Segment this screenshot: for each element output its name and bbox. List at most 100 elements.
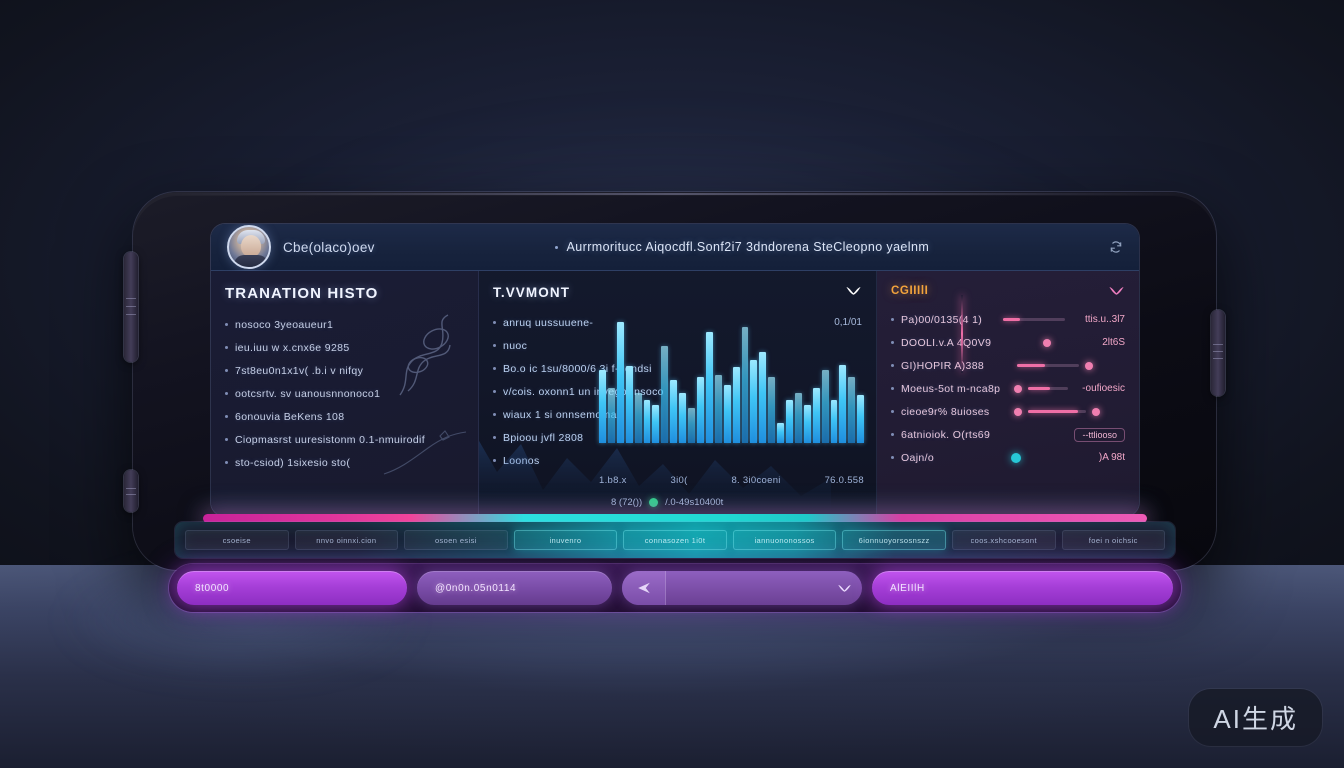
bar-chart-bar[interactable] [607, 387, 615, 443]
device-volume-button[interactable] [124, 252, 138, 362]
paper-plane-icon[interactable] [622, 571, 666, 605]
knob-control[interactable] [1042, 338, 1051, 347]
list-item[interactable]: 6atnioiok. O(rts69 --ttliooso [891, 423, 1125, 446]
button-group-dropdown[interactable] [622, 571, 862, 605]
bar-chart[interactable] [599, 317, 865, 443]
bar-chart-bar[interactable] [696, 377, 704, 443]
bar-chart-bar[interactable] [732, 367, 740, 443]
bar-chart-bar[interactable] [821, 369, 829, 443]
list-item[interactable]: Bpioou jvfl 2808 [493, 426, 862, 449]
data-cell-label: csoeise [222, 535, 251, 545]
list-item[interactable]: 7st8eu0n1x1v( .b.i v nifqy [225, 359, 464, 382]
sync-icon[interactable] [1109, 240, 1123, 254]
list-item[interactable]: GI)HOPIR A)388 [891, 354, 1125, 377]
bar-chart-bar[interactable] [857, 395, 865, 443]
data-cell[interactable]: 6ionnuoyorsosnszz [842, 530, 946, 550]
bar-chart-bar[interactable] [599, 369, 606, 443]
list-item[interactable]: sto-csiod) 1sixesio sto( [225, 451, 464, 474]
data-cell[interactable]: csoeise [185, 530, 289, 550]
bar-chart-bar[interactable] [768, 377, 776, 443]
list-item[interactable]: ieu.iuu w x.cnx6e 9285 [225, 336, 464, 359]
list-item[interactable]: DOOLI.v.A 4Q0V9 2lt6S [891, 331, 1125, 354]
bar-chart-bar[interactable] [848, 377, 856, 443]
list-item[interactable]: Oajn/o )A 98t [891, 446, 1125, 469]
bar-chart-bar[interactable] [786, 400, 793, 443]
bullet-icon [891, 410, 894, 413]
bar-chart-bar[interactable] [661, 345, 669, 443]
list-item[interactable]: Bo.o ic 1su/8000/6 3i f-dondsi [493, 357, 862, 380]
bar-chart-bar[interactable] [794, 392, 802, 443]
bar-chart-bar[interactable] [750, 359, 758, 443]
bar-chart-bar[interactable] [625, 366, 633, 443]
data-cell[interactable]: inuvenro [513, 530, 618, 550]
bar-chart-bar[interactable] [616, 322, 624, 443]
knob-icon[interactable] [1014, 384, 1023, 393]
bullet-icon [493, 344, 496, 347]
list-item[interactable]: nuoc [493, 334, 862, 357]
bar-chart-bar[interactable] [652, 405, 660, 443]
knob-icon[interactable] [1042, 338, 1051, 347]
bar-chart-bar[interactable] [812, 387, 820, 443]
bar-chart-bar[interactable] [723, 385, 731, 443]
secondary-button[interactable]: @0n0n.05n0114 [417, 571, 612, 605]
avatar[interactable] [227, 225, 271, 269]
chip-control[interactable]: --ttliooso [1074, 427, 1125, 442]
slider-knob-right[interactable] [1092, 407, 1101, 416]
data-cell[interactable]: foei n oichsic [1061, 530, 1166, 550]
slider-control[interactable] [1016, 361, 1093, 370]
data-cell[interactable]: iannuononossos [732, 530, 837, 550]
bar-chart-bar[interactable] [679, 392, 687, 443]
bar-chart-bar[interactable] [777, 422, 785, 443]
bar-chart-bar[interactable] [803, 405, 811, 443]
bar-chart-bar[interactable] [634, 392, 642, 443]
slider-track[interactable] [1028, 387, 1069, 390]
slider-knob[interactable] [1084, 361, 1093, 370]
bullet-icon [493, 321, 496, 324]
primary-right-button[interactable]: AlEIIlH [872, 571, 1173, 605]
bullet-icon [891, 341, 894, 344]
bar-chart-bar[interactable] [688, 407, 695, 443]
axis-tick-label: 76.0.558 [824, 475, 864, 486]
primary-right-button-label: AlEIIlH [890, 582, 925, 594]
device-power-button[interactable] [124, 470, 138, 512]
bar-chart-bar[interactable] [643, 400, 651, 443]
list-item[interactable]: anruq uussuuene- [493, 311, 862, 334]
bar-chart-bar[interactable] [705, 332, 713, 443]
list-item[interactable]: 6onouvia BeKens 108 [225, 405, 464, 428]
list-item[interactable]: ootcsrtv. sv uanousnnonoco1 [225, 382, 464, 405]
toggle-control[interactable] [1011, 452, 1022, 463]
data-cell[interactable]: connasozen 1i0t [623, 530, 727, 550]
bar-chart-bar[interactable] [830, 400, 838, 443]
chevron-down-icon[interactable] [845, 285, 862, 296]
list-item[interactable]: Pa)00/0135(4 1) ttis.u..3l7 [891, 308, 1125, 331]
list-item[interactable]: Moeus-5ot m-nca8p -oufioesic [891, 377, 1125, 400]
chart-top-value: 0,1/01 [834, 317, 862, 328]
primary-left-button[interactable]: 8t0000 [177, 571, 407, 605]
slider-control[interactable] [1002, 318, 1065, 321]
data-cell[interactable]: nnvo oinnxi.cion [294, 530, 399, 550]
bar-chart-bar[interactable] [714, 374, 722, 443]
bar-chart-bar[interactable] [741, 327, 749, 443]
chevron-down-icon[interactable] [826, 583, 862, 593]
data-cell-bar[interactable]: csoeise nnvo oinnxi.cion osoen esisi inuven… [175, 522, 1175, 558]
list-item[interactable]: wiaux 1 si onnsemomaa [493, 403, 862, 426]
chevron-down-icon[interactable] [1108, 285, 1125, 296]
list-item-label: DOOLI.v.A 4Q0V9 [901, 336, 992, 349]
list-item[interactable]: cieoe9r% 8uioses [891, 400, 1125, 423]
slider-track[interactable] [1028, 410, 1087, 413]
bar-chart-bar[interactable] [670, 380, 678, 443]
slider-track[interactable] [1016, 364, 1079, 367]
slider-wide-control[interactable] [1014, 407, 1101, 416]
bar-chart-bar[interactable] [759, 352, 767, 443]
slider-track[interactable] [1002, 318, 1065, 321]
slider-fill [1002, 318, 1020, 321]
list-item[interactable]: nosoco 3yeoaueur1 [225, 313, 464, 336]
data-cell[interactable]: coos.xshcooesont [951, 530, 1056, 550]
bar-chart-bar[interactable] [839, 364, 847, 443]
list-item[interactable]: Ciopmasrst uuresistonm 0.1-nmuirodif [225, 428, 464, 451]
device-side-button[interactable] [1211, 310, 1225, 396]
slider-knob-left[interactable] [1014, 407, 1023, 416]
dual-control[interactable] [1014, 384, 1069, 393]
data-cell[interactable]: osoen esisi [404, 530, 508, 550]
teal-dot-icon[interactable] [1011, 452, 1022, 463]
